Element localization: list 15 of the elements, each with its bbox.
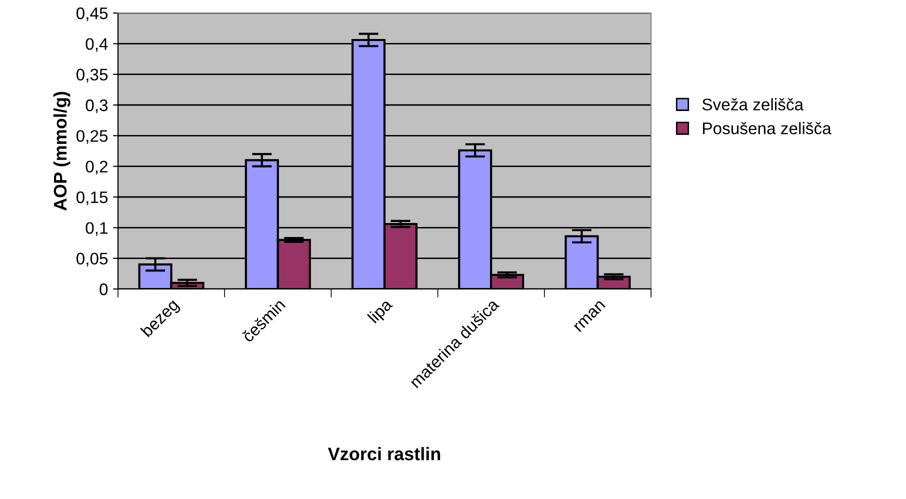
x-axis-title: Vzorci rastlin bbox=[328, 447, 440, 460]
y-tick-label: 0,15 bbox=[76, 191, 108, 206]
x-tick-label: lipa bbox=[366, 297, 396, 326]
legend-label: Posušena zelišča bbox=[703, 122, 832, 134]
y-tick-label: 0 bbox=[100, 283, 108, 296]
y-axis-title: AOP (mmol/g) bbox=[53, 92, 70, 211]
y-tick-label: 0,05 bbox=[76, 252, 108, 267]
y-tick-label: 0,2 bbox=[86, 160, 108, 175]
y-tick-label: 0,25 bbox=[76, 130, 108, 144]
y-tick-label: 0,1 bbox=[86, 222, 108, 236]
y-tick-label: 0,45 bbox=[76, 7, 108, 22]
legend-label: Sveža zelišča bbox=[702, 98, 804, 110]
y-tick-label: 0,4 bbox=[86, 38, 108, 52]
y-tick-label: 0,3 bbox=[86, 99, 108, 114]
y-tick-label: 0,35 bbox=[76, 68, 108, 83]
